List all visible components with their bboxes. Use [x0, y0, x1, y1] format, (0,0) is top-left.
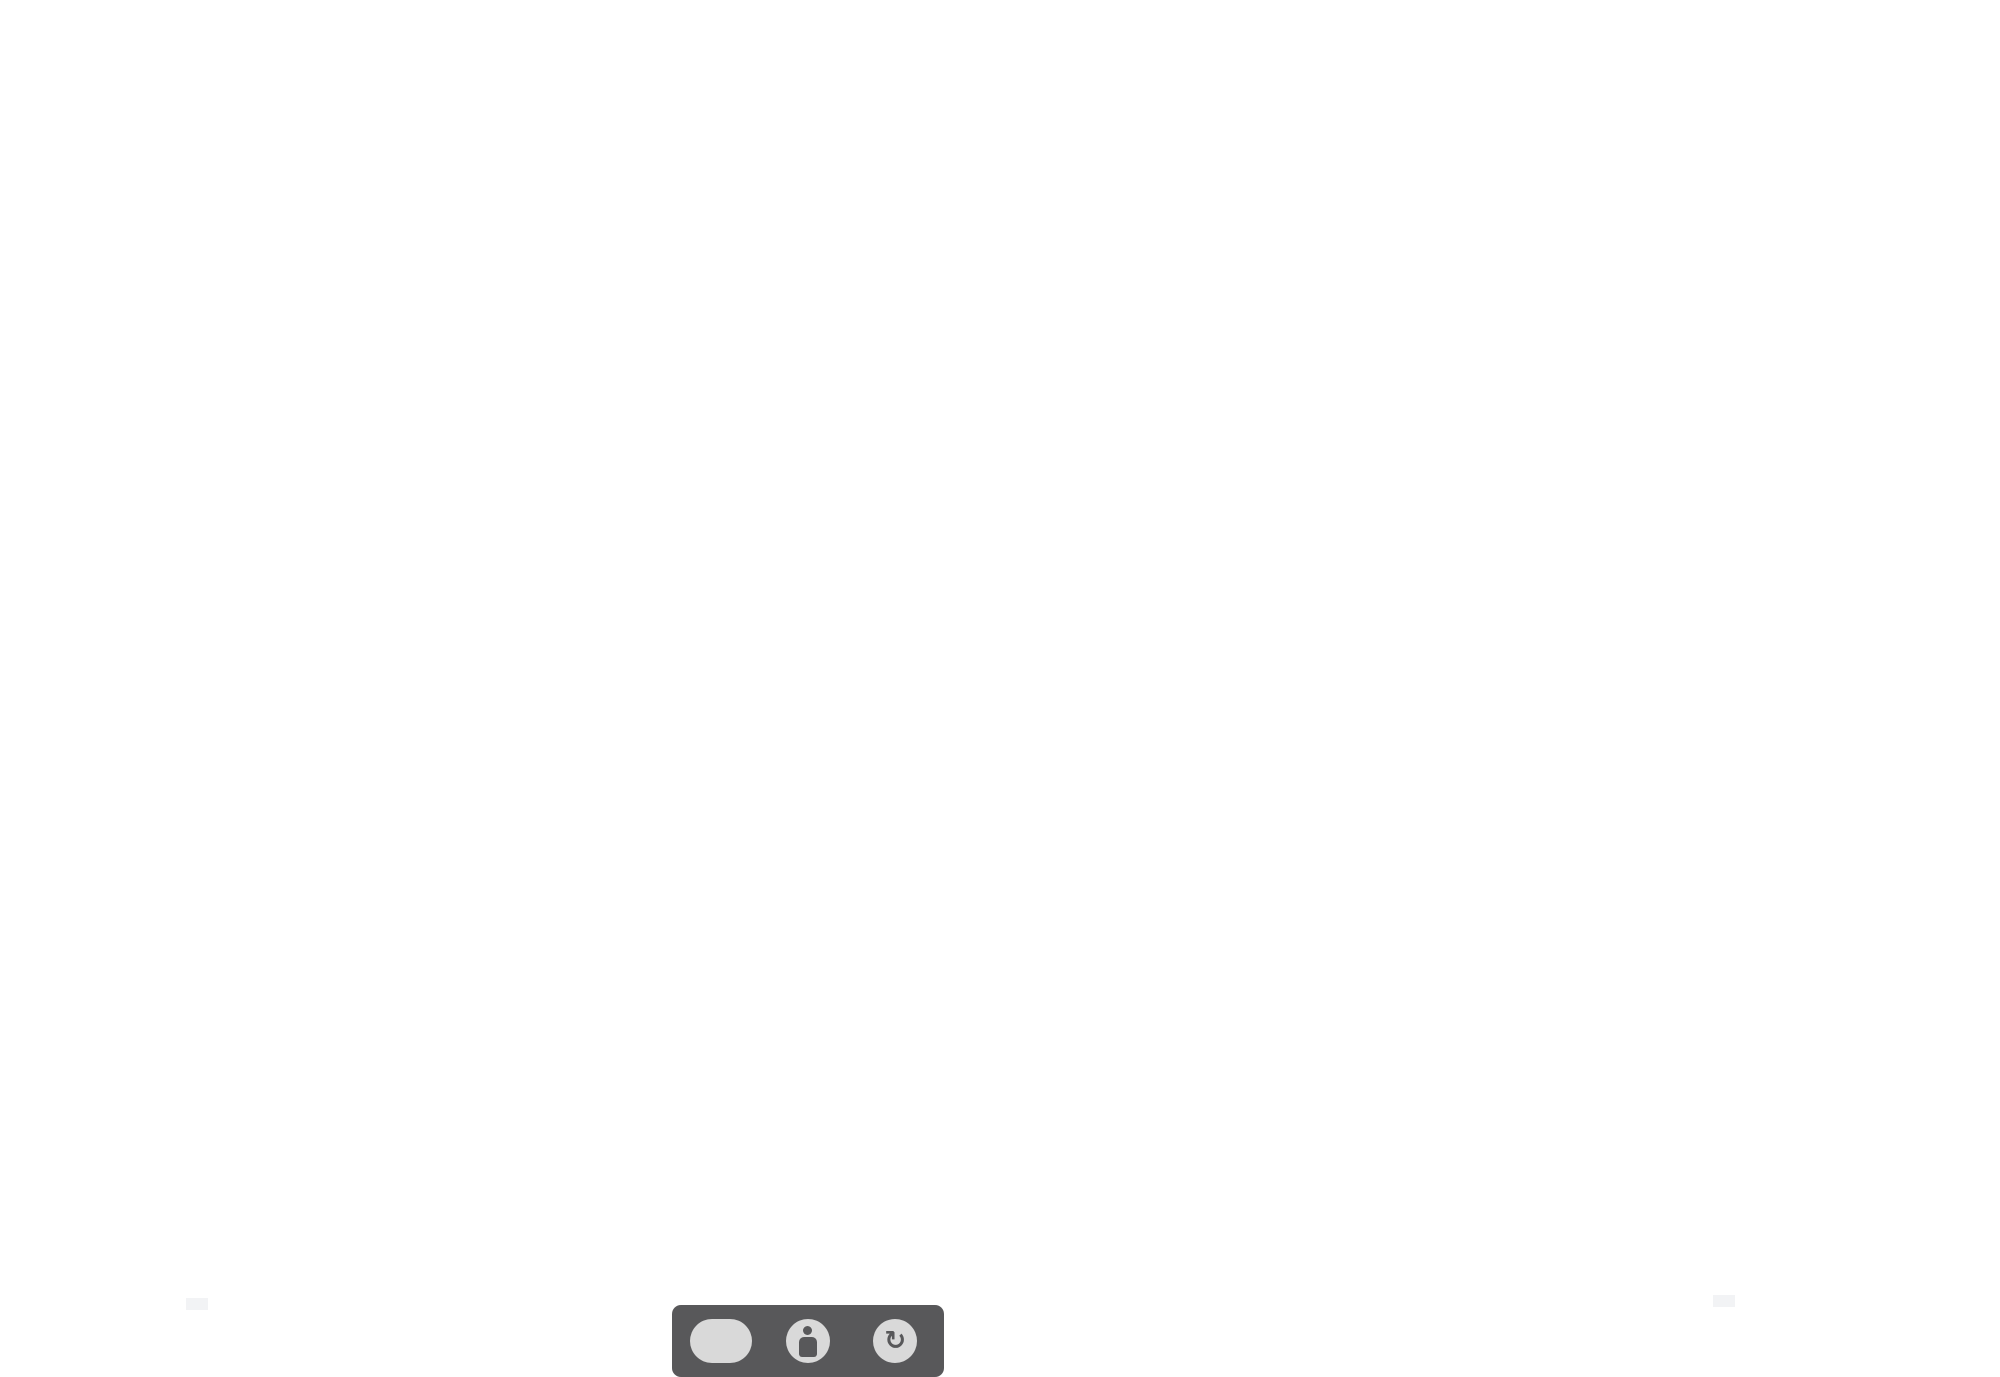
wv-calib-const-box: [1713, 1295, 1735, 1307]
cc-by-cell: [764, 1310, 851, 1372]
creative-commons-license-badge[interactable]: ↻: [672, 1305, 944, 1377]
cc-icon: [689, 1319, 752, 1363]
person-icon: [785, 1319, 830, 1363]
cc-logo-cell: [677, 1310, 764, 1372]
share-alike-icon: ↻: [873, 1319, 918, 1363]
ref-heights-box: [186, 1298, 208, 1310]
cc-sa-cell: ↻: [852, 1310, 939, 1372]
